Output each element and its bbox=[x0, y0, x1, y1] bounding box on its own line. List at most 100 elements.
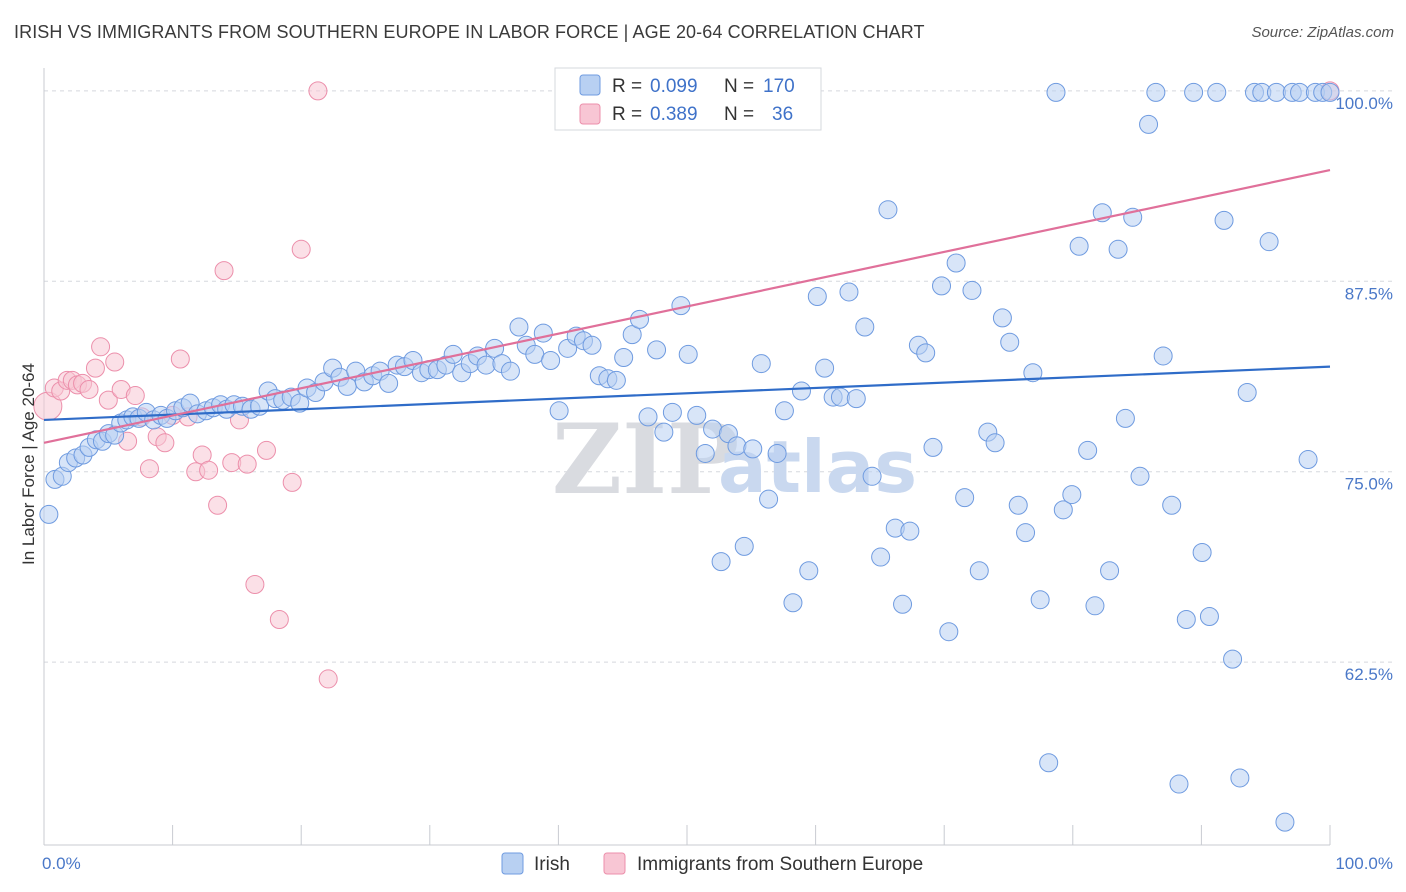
point-irish bbox=[916, 343, 936, 363]
y-tick-label-1: 75.0% bbox=[1345, 475, 1393, 494]
point-irish bbox=[541, 351, 561, 371]
grid-lines bbox=[44, 90, 1395, 663]
point-irish bbox=[923, 437, 943, 457]
point-irish bbox=[1130, 466, 1150, 486]
point-southern-europe bbox=[256, 440, 276, 460]
point-irish bbox=[1230, 768, 1250, 788]
point-southern-europe bbox=[85, 358, 105, 378]
point-irish bbox=[783, 593, 803, 613]
point-southern-europe bbox=[155, 433, 175, 453]
point-irish bbox=[654, 422, 674, 442]
point-irish bbox=[727, 436, 747, 456]
point-irish bbox=[962, 280, 982, 300]
point-irish bbox=[893, 594, 913, 614]
point-irish bbox=[743, 439, 763, 459]
point-irish bbox=[839, 282, 859, 302]
point-irish bbox=[39, 504, 59, 524]
point-southern-europe bbox=[214, 261, 234, 281]
point-southern-europe bbox=[208, 495, 228, 515]
point-irish bbox=[662, 402, 682, 422]
point-irish bbox=[638, 407, 658, 427]
legend-n-value-southern-europe: 36 bbox=[772, 104, 793, 125]
point-irish bbox=[1115, 408, 1135, 428]
bottom-legend-swatch-southern-europe bbox=[603, 852, 626, 875]
point-irish bbox=[1169, 774, 1189, 794]
y-tick-label-0: 62.5% bbox=[1345, 665, 1393, 684]
point-southern-europe bbox=[139, 459, 159, 479]
point-irish bbox=[1039, 753, 1059, 773]
point-irish bbox=[1053, 500, 1073, 520]
point-irish bbox=[379, 373, 399, 393]
legend-n-value-irish: 170 bbox=[763, 76, 795, 97]
point-irish bbox=[1153, 346, 1173, 366]
point-irish bbox=[1184, 82, 1204, 102]
point-irish bbox=[992, 308, 1012, 328]
point-irish bbox=[711, 552, 731, 572]
point-irish bbox=[807, 287, 827, 307]
point-irish bbox=[1214, 210, 1234, 230]
x-tick-label-max: 100.0% bbox=[1335, 854, 1393, 873]
bottom-legend-label-southern-europe: Immigrants from Southern Europe bbox=[637, 854, 923, 875]
point-irish bbox=[1108, 239, 1128, 259]
point-southern-europe bbox=[269, 610, 289, 630]
point-irish bbox=[476, 355, 496, 375]
point-irish bbox=[734, 536, 754, 556]
point-irish bbox=[939, 622, 959, 642]
point-irish bbox=[759, 489, 779, 509]
point-southern-europe bbox=[237, 454, 257, 474]
point-irish bbox=[1320, 82, 1340, 102]
legend-r-label-southern-europe: R = bbox=[612, 104, 642, 125]
point-southern-europe bbox=[98, 390, 118, 410]
point-irish bbox=[687, 405, 707, 425]
legend-swatch-southern-europe bbox=[579, 103, 601, 125]
point-irish bbox=[878, 200, 898, 220]
point-irish bbox=[774, 401, 794, 421]
point-irish bbox=[1078, 440, 1098, 460]
point-irish bbox=[900, 521, 920, 541]
point-irish bbox=[946, 253, 966, 273]
point-irish bbox=[622, 325, 642, 345]
point-southern-europe bbox=[170, 349, 190, 369]
y-axis-label: In Labor Force | Age 20-64 bbox=[19, 363, 38, 565]
point-irish bbox=[695, 443, 715, 463]
point-irish bbox=[1223, 649, 1243, 669]
point-southern-europe bbox=[79, 379, 99, 399]
point-irish bbox=[647, 340, 667, 360]
point-irish bbox=[1207, 82, 1227, 102]
point-irish bbox=[1000, 332, 1020, 352]
point-irish bbox=[582, 335, 602, 355]
point-irish bbox=[799, 561, 819, 581]
point-irish bbox=[1146, 82, 1166, 102]
series-irish-points bbox=[39, 82, 1340, 832]
point-southern-europe bbox=[291, 239, 311, 259]
point-irish bbox=[509, 317, 529, 337]
trend-lines bbox=[43, 169, 1331, 444]
y-tick-label-3: 100.0% bbox=[1335, 94, 1393, 113]
point-irish bbox=[1069, 236, 1089, 256]
point-irish bbox=[703, 419, 723, 439]
chart-title: IRISH VS IMMIGRANTS FROM SOUTHERN EUROPE… bbox=[14, 22, 925, 42]
point-irish bbox=[1008, 495, 1028, 515]
point-irish bbox=[1199, 606, 1219, 626]
point-irish bbox=[862, 466, 882, 486]
bottom-legend-swatch-irish bbox=[501, 852, 524, 875]
legend-n-label-southern-europe: N = bbox=[724, 104, 754, 125]
point-irish bbox=[855, 317, 875, 337]
point-irish bbox=[1030, 590, 1050, 610]
point-southern-europe bbox=[308, 81, 328, 101]
point-irish bbox=[767, 443, 787, 463]
point-irish bbox=[1162, 495, 1182, 515]
point-irish bbox=[533, 323, 553, 343]
point-irish bbox=[1266, 82, 1286, 102]
point-irish bbox=[1192, 542, 1212, 562]
x-tick-labels: 0.0% 100.0% bbox=[42, 854, 1393, 873]
watermark: ZIP atlas bbox=[552, 403, 917, 516]
point-irish bbox=[1062, 485, 1082, 505]
point-southern-europe bbox=[105, 352, 125, 372]
point-southern-europe bbox=[318, 669, 338, 689]
point-irish bbox=[630, 309, 650, 329]
point-irish bbox=[290, 393, 310, 413]
point-irish bbox=[1259, 232, 1279, 252]
point-irish bbox=[525, 344, 545, 364]
